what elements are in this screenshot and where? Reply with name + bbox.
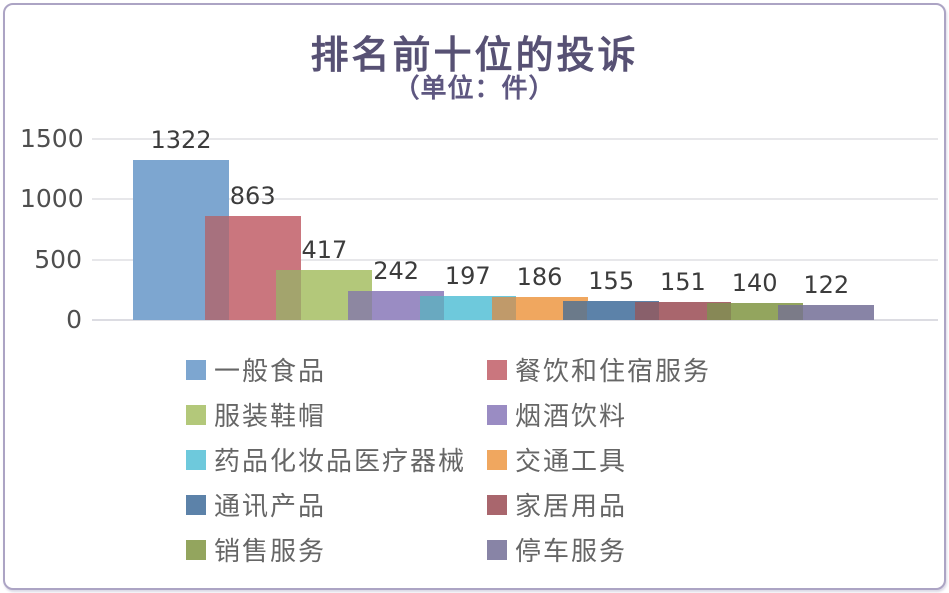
legend-item-销售服务: 销售服务 bbox=[186, 537, 487, 567]
legend-label: 烟酒饮料 bbox=[515, 402, 628, 432]
legend-item-停车服务: 停车服务 bbox=[487, 537, 711, 567]
bar-value-label: 151 bbox=[659, 267, 706, 296]
y-axis-tick-label: 1500 bbox=[20, 123, 84, 153]
legend-swatch-icon bbox=[186, 449, 206, 470]
chart-subtitle: （单位：件） bbox=[393, 74, 556, 104]
bar-value-label: 155 bbox=[588, 267, 635, 296]
chart-title: 排名前十位的投诉 bbox=[310, 32, 639, 77]
y-axis-tick-label: 1000 bbox=[20, 184, 84, 213]
legend-label: 家居用品 bbox=[515, 492, 628, 522]
bar-value-label: 1322 bbox=[150, 126, 212, 155]
y-axis-tick-label: 500 bbox=[34, 244, 82, 274]
legend-item-烟酒饮料: 烟酒饮料 bbox=[487, 402, 711, 432]
legend-swatch-icon bbox=[186, 539, 206, 560]
bar-overlap-region bbox=[491, 297, 516, 320]
gridline-y-500 bbox=[92, 258, 938, 261]
legend-swatch-icon bbox=[186, 494, 206, 515]
legend-item-药品化妆品医疗器械: 药品化妆品医疗器械 bbox=[186, 447, 487, 477]
bar-overlap-region bbox=[706, 303, 731, 320]
bar-value-label: 197 bbox=[444, 262, 491, 291]
bar-value-label: 140 bbox=[731, 269, 778, 298]
legend-item-通讯产品: 通讯产品 bbox=[186, 492, 487, 522]
bar-value-label: 863 bbox=[229, 181, 276, 210]
legend-swatch-icon bbox=[487, 494, 507, 515]
legend-label: 交通工具 bbox=[515, 447, 628, 477]
legend-swatch-icon bbox=[186, 404, 206, 425]
legend-item-服装鞋帽: 服装鞋帽 bbox=[186, 402, 487, 432]
legend-swatch-icon bbox=[487, 404, 507, 425]
legend-label: 停车服务 bbox=[515, 537, 628, 567]
gridline-y-0 bbox=[92, 319, 938, 321]
legend-item-交通工具: 交通工具 bbox=[487, 447, 711, 477]
bar-overlap-region bbox=[778, 305, 803, 320]
legend-label: 一般食品 bbox=[214, 357, 327, 387]
y-axis-tick-label: 0 bbox=[66, 305, 82, 334]
legend-label: 药品化妆品医疗器械 bbox=[214, 447, 467, 477]
legend-item-家居用品: 家居用品 bbox=[487, 492, 711, 522]
legend-label: 通讯产品 bbox=[214, 492, 327, 522]
bar-value-label: 186 bbox=[516, 263, 563, 292]
legend-swatch-icon bbox=[186, 359, 206, 380]
bar-overlap-region bbox=[348, 290, 373, 320]
gridline-y-1500 bbox=[92, 137, 938, 140]
bar-overlap-region bbox=[419, 296, 445, 320]
bar-overlap-region bbox=[563, 301, 588, 320]
legend-swatch-icon bbox=[487, 539, 507, 560]
bar-overlap-region bbox=[276, 269, 301, 320]
legend-label: 销售服务 bbox=[214, 537, 327, 567]
legend-item-一般食品: 一般食品 bbox=[186, 357, 487, 387]
gridline-y-1000 bbox=[92, 198, 938, 200]
legend-swatch-icon bbox=[487, 449, 507, 470]
bar-value-label: 417 bbox=[301, 235, 348, 264]
legend-item-餐饮和住宿服务: 餐饮和住宿服务 bbox=[487, 357, 711, 387]
legend-label: 餐饮和住宿服务 bbox=[515, 357, 712, 387]
legend-swatch-icon bbox=[487, 359, 507, 380]
bar-overlap-region bbox=[634, 301, 660, 320]
bar-value-label: 242 bbox=[373, 256, 419, 285]
bar-value-label: 122 bbox=[803, 271, 850, 300]
bar-overlap-region bbox=[204, 215, 229, 320]
legend-label: 服装鞋帽 bbox=[214, 402, 327, 432]
chart-legend: 一般食品 餐饮和住宿服务服装鞋帽 烟酒饮料药品化妆品医疗器械 交通工具通讯产品 家居用品… bbox=[186, 357, 711, 567]
